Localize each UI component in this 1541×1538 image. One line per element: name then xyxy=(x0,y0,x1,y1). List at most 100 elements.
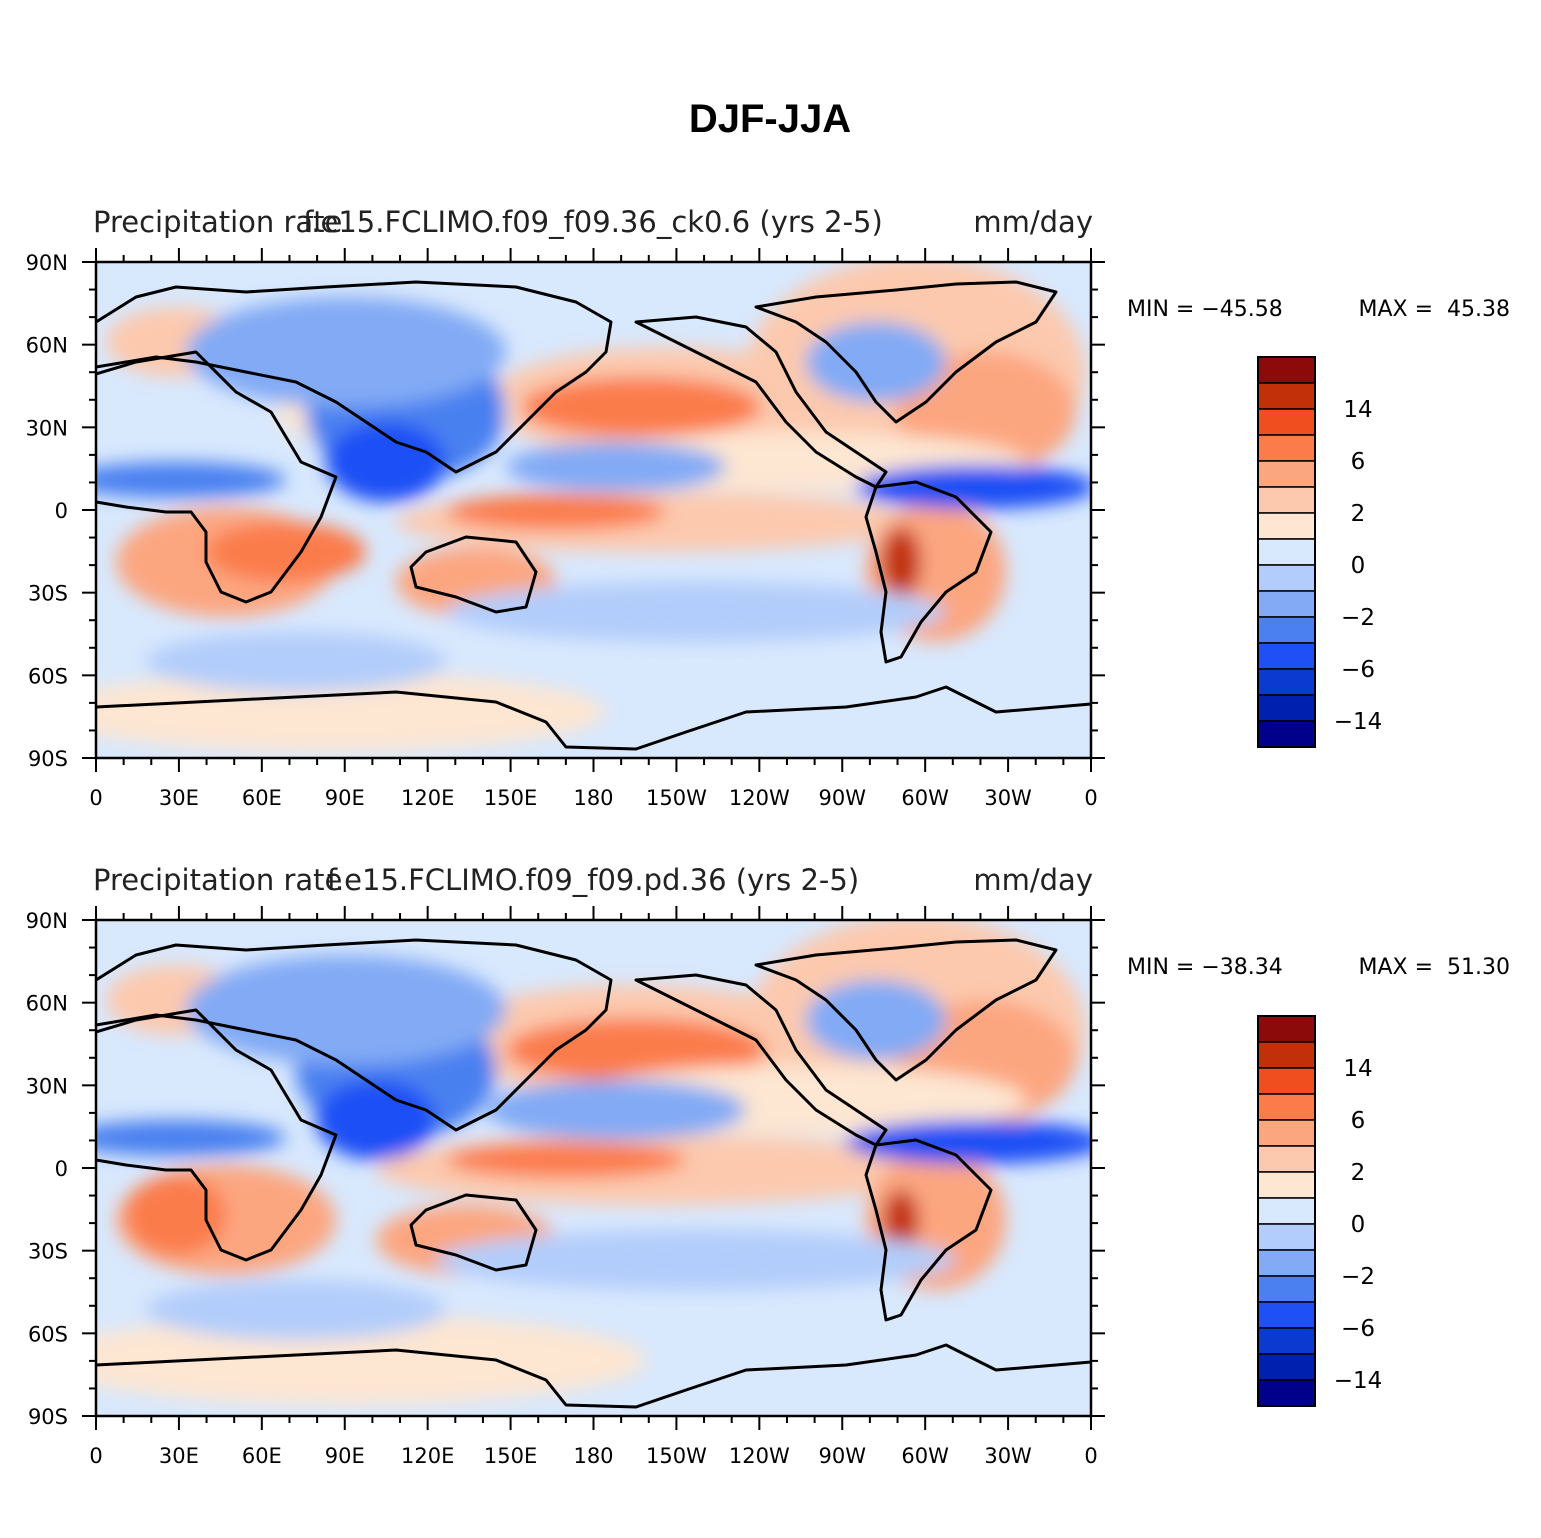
panel-1-coastlines xyxy=(96,280,1091,751)
lon-tick-label: 120E xyxy=(401,786,454,810)
colorbar-box xyxy=(1257,486,1316,514)
panel-2-lon-labels: 0 30E 60E 90E 120E 150E 180 150W 120W 90W 60W 30W 0 xyxy=(89,1444,1097,1468)
colorbar-box xyxy=(1257,1275,1316,1303)
colorbar-label: −14 xyxy=(1334,1368,1383,1394)
panel-1-colorbar xyxy=(1257,356,1316,748)
colorbar-box xyxy=(1257,356,1316,384)
lat-tick-label: 60N xyxy=(26,334,68,358)
panel-2: Precipitation rate f.e15.FCLIMO.f09_f09.… xyxy=(26,863,1105,1468)
panel-1-precip-field xyxy=(96,262,1091,752)
panel-2-map xyxy=(96,920,1091,1416)
lon-tick-label: 60W xyxy=(901,786,949,810)
colorbar-box xyxy=(1257,1197,1316,1225)
lon-tick-label: 120W xyxy=(729,1444,790,1468)
lon-tick-label: 30W xyxy=(984,786,1032,810)
lat-tick-label: 0 xyxy=(55,1157,68,1181)
colorbar-box xyxy=(1257,1119,1316,1147)
lon-tick-label: 90E xyxy=(325,786,365,810)
lon-tick-label: 0 xyxy=(1084,786,1097,810)
colorbar-frame xyxy=(1257,1015,1316,1407)
lon-tick-label: 60W xyxy=(901,1444,949,1468)
coast-canada-greenland xyxy=(754,938,1058,1082)
lon-tick-label: 120E xyxy=(401,1444,454,1468)
lon-tick-label: 90E xyxy=(325,1444,365,1468)
colorbar-label: −2 xyxy=(1341,605,1375,631)
coast-australia xyxy=(409,535,538,614)
lon-tick-label: 90W xyxy=(819,1444,867,1468)
panel-2-colorbar-labels: 14 6 2 0 −2 −6 −14 xyxy=(1334,1056,1383,1394)
lat-tick-label: 90N xyxy=(26,251,68,275)
coast-north-america xyxy=(634,315,888,489)
colorbar-box xyxy=(1257,1171,1316,1199)
lat-tick-label: 30S xyxy=(28,1240,68,1264)
colorbar-box xyxy=(1257,1353,1316,1381)
colorbar-label: 14 xyxy=(1343,1056,1372,1082)
colorbar-box xyxy=(1257,1327,1316,1355)
lon-tick-label: 180 xyxy=(573,786,613,810)
coast-antarctica xyxy=(96,685,1091,751)
colorbar-label: 6 xyxy=(1351,1108,1366,1134)
coast-north-america xyxy=(634,973,888,1147)
coast-south-america xyxy=(864,1138,993,1322)
coast-south-america xyxy=(864,480,993,664)
panel-1-lat-labels: 90N 60N 30N 0 30S 60S 90S xyxy=(26,251,68,771)
lon-tick-label: 60E xyxy=(242,1444,282,1468)
lat-tick-label: 30N xyxy=(26,416,68,440)
lat-tick-label: 90S xyxy=(28,747,68,771)
panel-2-min-label: MIN = −38.34 xyxy=(1127,955,1283,980)
colorbar-label: 0 xyxy=(1351,553,1366,579)
panel-1: Precipitation rate f.e15.FCLIMO.f09_f09.… xyxy=(26,205,1105,810)
lon-tick-label: 0 xyxy=(1084,1444,1097,1468)
lon-tick-label: 150W xyxy=(646,786,707,810)
panel-1-ticks xyxy=(82,248,1105,772)
panel-1-left-title: Precipitation rate xyxy=(93,205,342,239)
colorbar-box xyxy=(1257,1145,1316,1173)
colorbar-box xyxy=(1257,642,1316,670)
colorbar-box xyxy=(1257,1067,1316,1095)
colorbar-box xyxy=(1257,408,1316,436)
colorbar-box xyxy=(1257,694,1316,722)
colorbar-box xyxy=(1257,1301,1316,1329)
coast-africa xyxy=(96,1008,338,1262)
panel-1-right-title: mm/day xyxy=(973,205,1093,239)
panel-2-colorbar xyxy=(1257,1015,1316,1407)
colorbar-box xyxy=(1257,720,1316,748)
lon-tick-label: 180 xyxy=(573,1444,613,1468)
lon-tick-label: 90W xyxy=(819,786,867,810)
colorbar-box xyxy=(1257,1093,1316,1121)
coast-eurasia xyxy=(96,280,613,474)
colorbar-box xyxy=(1257,382,1316,410)
lat-tick-label: 60N xyxy=(26,992,68,1016)
lat-tick-label: 30S xyxy=(28,582,68,606)
colorbar-box xyxy=(1257,460,1316,488)
colorbar-box xyxy=(1257,1249,1316,1277)
lat-tick-label: 90N xyxy=(26,909,68,933)
colorbar-box xyxy=(1257,616,1316,644)
panel-1-map xyxy=(96,262,1091,758)
lon-tick-label: 30W xyxy=(984,1444,1032,1468)
panel-2-lat-labels: 90N 60N 30N 0 30S 60S 90S xyxy=(26,909,68,1429)
lon-tick-label: 60E xyxy=(242,786,282,810)
colorbar-label: −6 xyxy=(1341,657,1375,683)
panel-1-lon-labels: 0 30E 60E 90E 120E 150E 180 150W 120W 90W 60W 30W 0 xyxy=(89,786,1097,810)
colorbar-label: −14 xyxy=(1334,709,1383,735)
panel-1-max-label: MAX = 45.38 xyxy=(1359,297,1511,322)
panel-2-center-title: f.e15.FCLIMO.f09_f09.pd.36 (yrs 2-5) xyxy=(327,863,859,897)
panel-2-precip-field xyxy=(96,920,1091,1405)
panel-1-colorbar-labels: 14 6 2 0 −2 −6 −14 xyxy=(1334,397,1383,735)
colorbar-box xyxy=(1257,434,1316,462)
colorbar-box xyxy=(1257,590,1316,618)
lat-tick-label: 30N xyxy=(26,1074,68,1098)
lon-tick-label: 120W xyxy=(729,786,790,810)
panel-2-left-title: Precipitation rate xyxy=(93,863,342,897)
lat-tick-label: 60S xyxy=(28,1322,68,1346)
panel-2-ticks xyxy=(82,906,1105,1430)
lon-tick-label: 30E xyxy=(159,1444,199,1468)
colorbar-box xyxy=(1257,564,1316,592)
colorbar-frame xyxy=(1257,356,1316,748)
colorbar-label: 14 xyxy=(1343,397,1372,423)
lon-tick-label: 150E xyxy=(484,1444,537,1468)
panel-1-min-label: MIN = −45.58 xyxy=(1127,297,1283,322)
colorbar-box xyxy=(1257,1223,1316,1251)
